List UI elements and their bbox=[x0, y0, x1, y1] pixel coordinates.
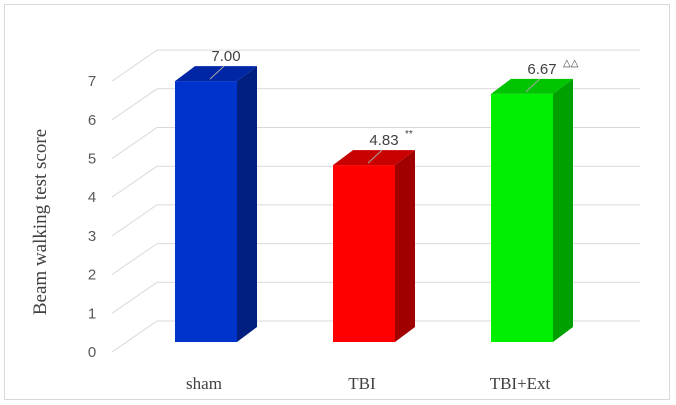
gridline-diagonal bbox=[111, 49, 158, 82]
x-category-label: TBI bbox=[348, 374, 376, 393]
bar-side bbox=[237, 66, 257, 342]
y-tick-label: 6 bbox=[88, 112, 96, 129]
gridline-diagonal bbox=[111, 88, 158, 121]
y-tick-label: 3 bbox=[88, 228, 96, 245]
data-label-leader bbox=[209, 65, 225, 80]
x-axis-categories: sham TBI TBI+Ext bbox=[186, 374, 551, 393]
bar-tbi-ext bbox=[491, 78, 573, 342]
gridline-diagonal bbox=[111, 243, 158, 276]
bar-side bbox=[553, 78, 573, 342]
data-label-leader bbox=[367, 149, 383, 164]
bar-front bbox=[175, 81, 237, 342]
data-label-leader bbox=[525, 78, 541, 93]
gridline-diagonal bbox=[111, 127, 158, 159]
gridline-diagonal bbox=[111, 281, 158, 314]
y-tick-label: 7 bbox=[88, 73, 96, 90]
y-tick-label: 1 bbox=[88, 305, 96, 322]
data-label: 7.00 bbox=[211, 48, 240, 65]
bar-front bbox=[333, 165, 395, 342]
significance-mark: △△ bbox=[563, 58, 579, 69]
data-label: 6.67 bbox=[527, 61, 556, 78]
y-axis-ticks: 0 1 2 3 4 5 6 7 bbox=[88, 73, 96, 361]
significance-mark: ** bbox=[405, 129, 413, 140]
bar-tbi bbox=[333, 150, 415, 342]
bar-side bbox=[395, 150, 415, 342]
gridline-diagonal bbox=[111, 320, 158, 353]
gridline-diagonal bbox=[111, 204, 158, 237]
x-category-label: sham bbox=[186, 374, 222, 393]
y-tick-label: 2 bbox=[88, 267, 96, 284]
y-tick-label: 4 bbox=[88, 189, 96, 206]
y-axis-label: Beam walking test score bbox=[30, 129, 51, 315]
gridline-diagonal bbox=[111, 165, 158, 198]
y-tick-label: 5 bbox=[88, 151, 96, 168]
bar-sham bbox=[175, 66, 257, 342]
bars bbox=[175, 66, 573, 342]
bar-front bbox=[491, 93, 553, 342]
y-tick-label: 0 bbox=[88, 344, 96, 361]
data-label: 4.83 bbox=[369, 132, 398, 149]
x-category-label: TBI+Ext bbox=[490, 374, 551, 393]
data-labels: 7.00 4.83 ** 6.67 △△ bbox=[209, 48, 579, 164]
